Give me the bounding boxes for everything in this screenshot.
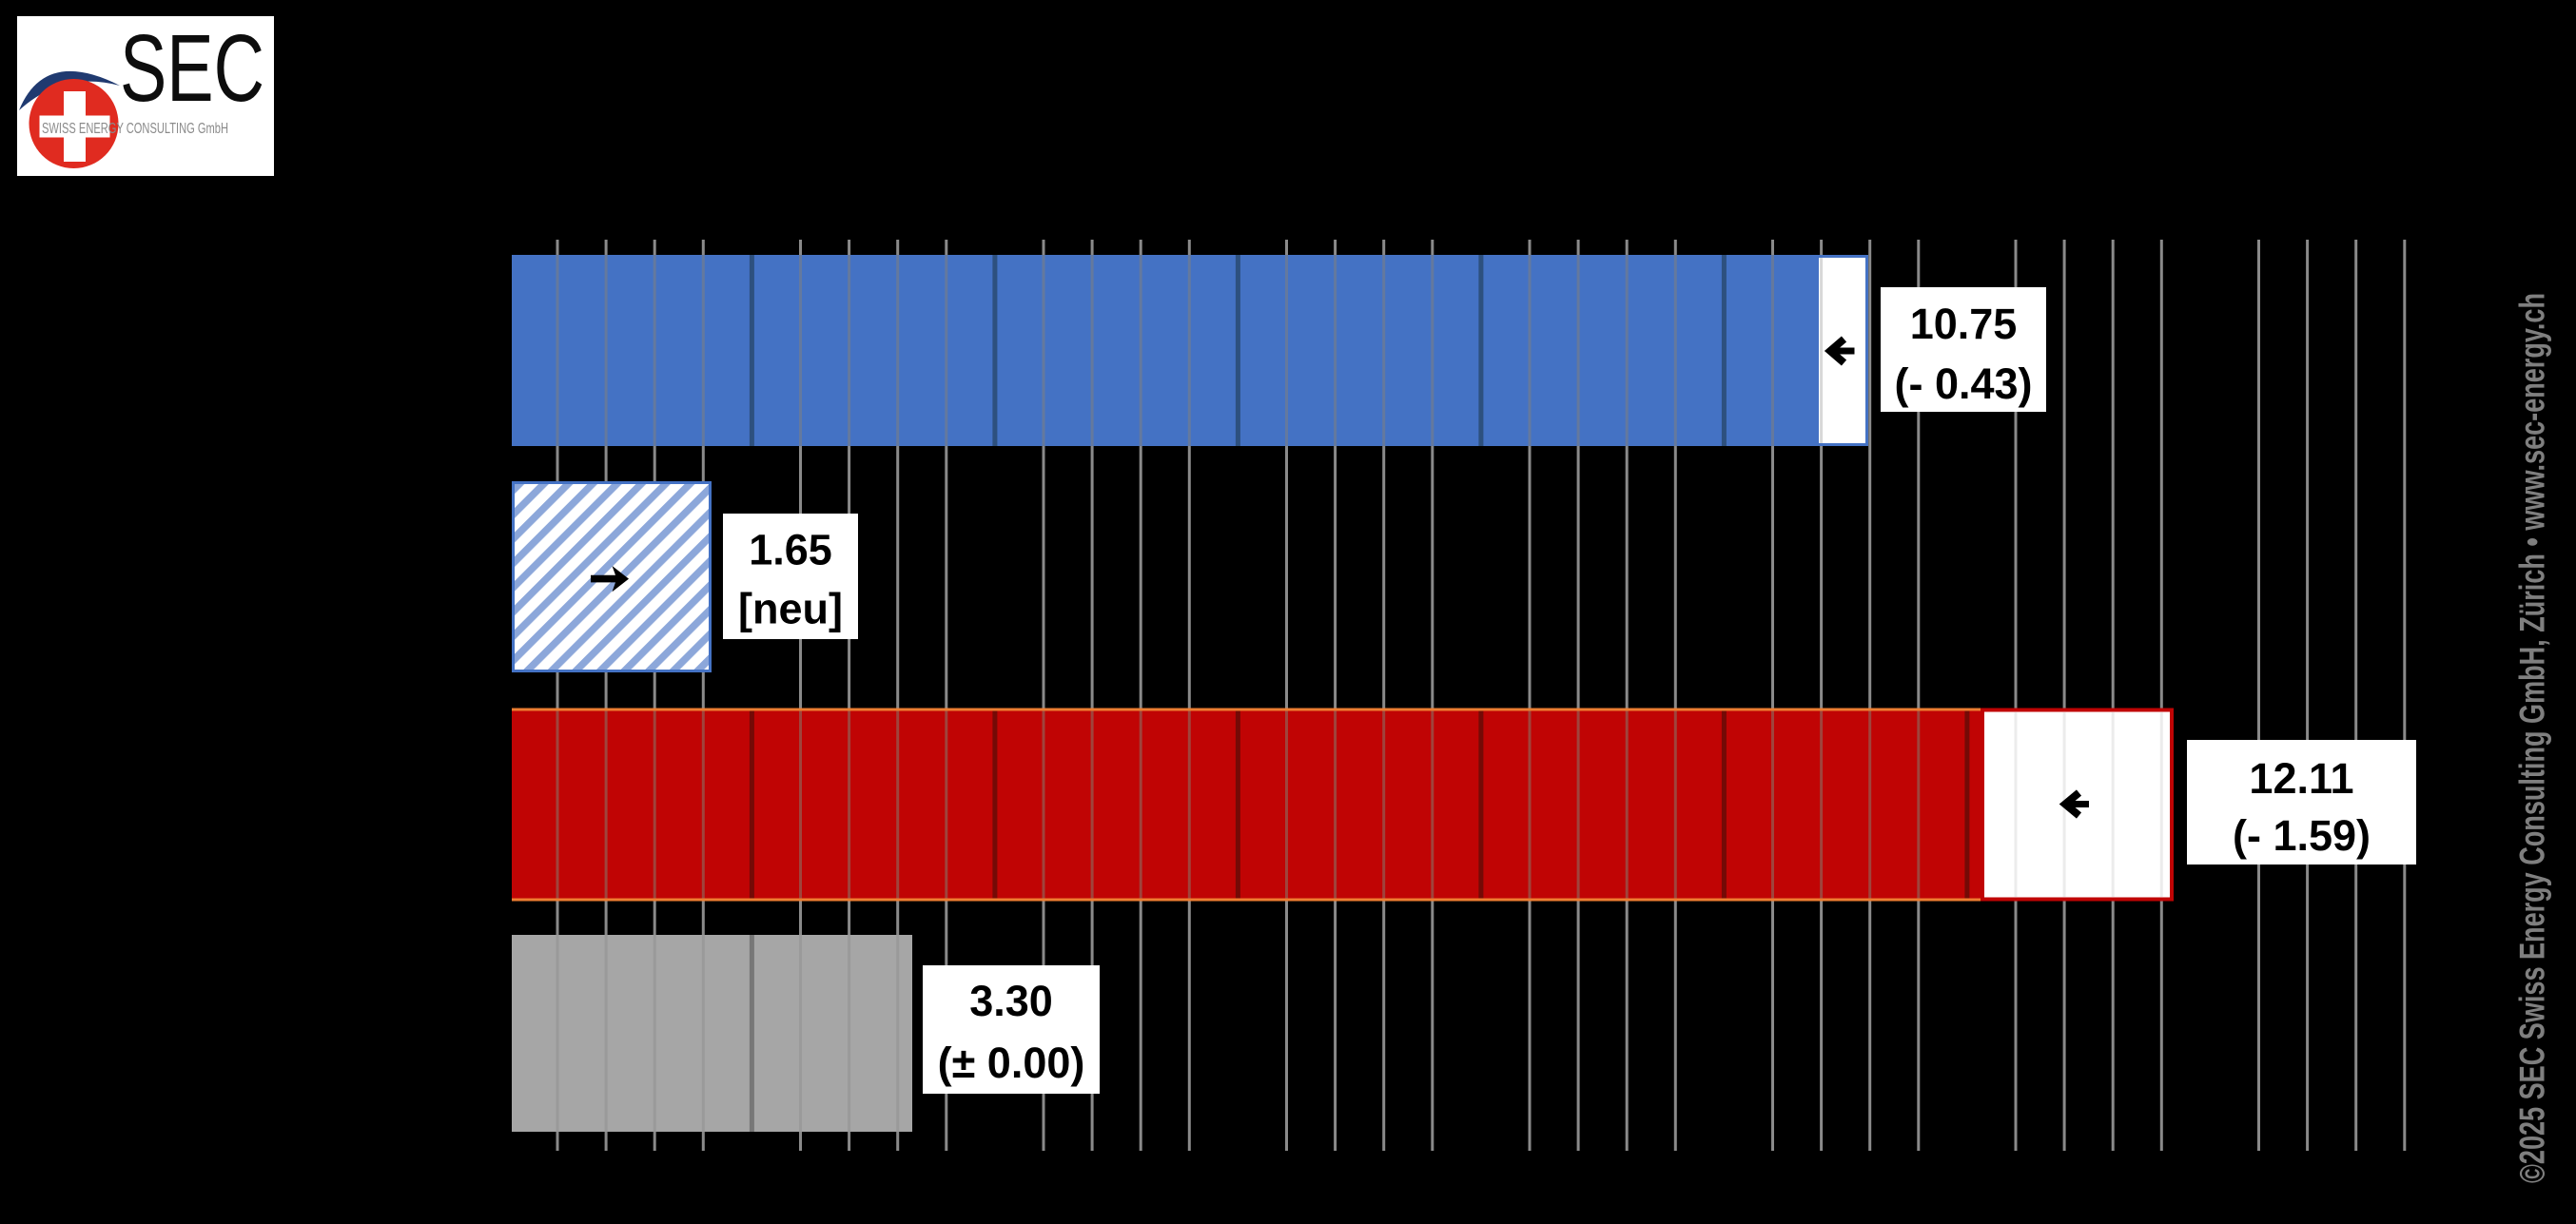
svg-text:(- 0.43): (- 0.43) — [1894, 359, 2032, 408]
svg-text:1.65: 1.65 — [749, 526, 832, 574]
svg-text:10.75: 10.75 — [1910, 300, 2018, 348]
svg-text:SEC: SEC — [120, 15, 264, 122]
svg-text:3.30: 3.30 — [969, 977, 1053, 1025]
svg-text:(± 0.00): (± 0.00) — [938, 1039, 1085, 1087]
svg-text:[neu]: [neu] — [738, 585, 843, 633]
svg-text:©2025 SEC Swiss Energy Consult: ©2025 SEC Swiss Energy Consulting GmbH, … — [2513, 293, 2552, 1183]
svg-text:SWISS ENERGY CONSULTING GmbH: SWISS ENERGY CONSULTING GmbH — [42, 121, 228, 137]
svg-text:(- 1.59): (- 1.59) — [2233, 811, 2371, 860]
svg-text:12.11: 12.11 — [2249, 754, 2353, 803]
